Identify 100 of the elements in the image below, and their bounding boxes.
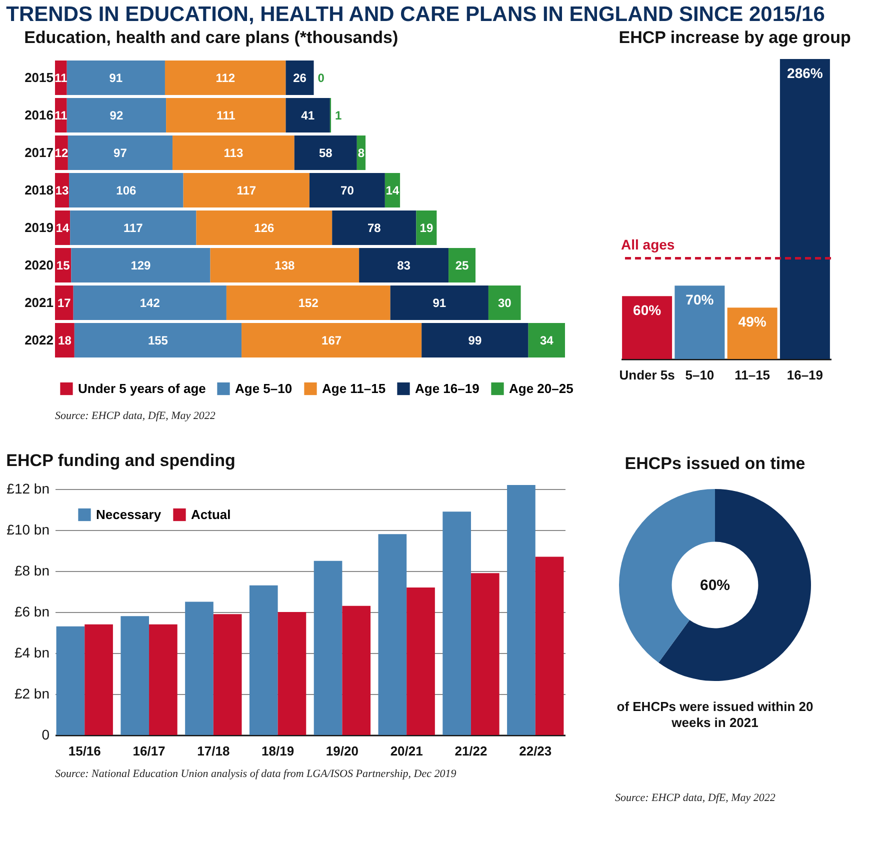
chart-title: EHCP increase by age group [618,28,851,47]
bar [74,323,242,358]
x-tick-label: 16–19 [786,368,824,382]
legend-label: Age 20–25 [509,380,574,396]
data-label: 97 [114,146,128,160]
data-label: 113 [224,146,244,160]
data-label: 112 [216,70,236,85]
y-tick-label: £12 bn [6,480,50,497]
bar [378,534,407,735]
data-label: 18 [58,333,72,348]
data-label: 0 [318,70,325,85]
data-label: 1 [335,108,342,122]
chart-title: EHCP funding and spending [6,451,236,470]
x-tick-label: 17/18 [197,744,230,758]
legend-label: Actual [191,506,231,522]
data-label: 106 [116,183,136,198]
y-tick-label: 2022 [24,332,54,348]
data-label: 92 [110,108,124,122]
data-label: 30 [498,296,512,310]
x-tick-label: 5–10 [685,368,714,382]
bar [488,286,521,320]
y-tick-label: 2021 [24,294,54,310]
bar [66,60,165,95]
bar [226,286,390,320]
data-label: 286% [787,65,824,81]
data-label: 25 [455,258,470,272]
y-tick-label: 2018 [24,182,54,198]
data-label: 117 [123,220,144,235]
bar [55,323,74,358]
bar [448,248,476,282]
legend-label: Necessary [96,506,162,522]
source-note: Source: National Education Union analysis of data from LGA/ISOS Partnership, Dec 2019 [55,768,457,780]
data-label: 111 [216,108,236,122]
x-tick-label: 11–15 [734,368,770,382]
bar [249,585,278,735]
bar [242,323,422,358]
bar [120,616,150,735]
bar [359,248,449,282]
data-label: 49% [738,314,767,330]
data-label: 152 [298,296,319,310]
donut-slice [658,489,811,681]
bar [780,59,830,359]
data-label: 142 [140,296,160,310]
bar [73,286,226,320]
data-label: 91 [432,296,446,310]
bar [294,136,357,170]
x-tick-label: 16/17 [132,744,166,758]
bar [68,136,173,170]
bar [172,136,294,170]
chart-subtitle: Education, health and care plans (*thousands) [24,28,398,47]
data-label: 11 [54,108,68,122]
x-tick-label: 22/23 [519,744,552,758]
data-label: 41 [301,108,315,122]
source-note: Source: EHCP data, DfE, May 2022 [55,410,216,422]
bar [183,173,310,208]
data-label: 138 [274,258,295,272]
bar [406,587,435,735]
bar [196,210,332,245]
data-label: 26 [293,70,307,85]
x-tick-label: 18/19 [262,744,294,758]
y-tick-label: £2 bn [14,686,50,702]
data-label: 12 [54,146,68,160]
y-tick-label: 2019 [24,220,54,235]
bar [416,210,437,245]
bar [528,323,565,358]
bar [84,624,113,735]
legend-label: Under 5 years of age [78,380,206,396]
legend-label: Age 5–10 [235,380,292,396]
y-tick-label: £4 bn [14,644,50,661]
data-label: 15 [56,258,70,272]
data-label: 70 [340,183,354,198]
data-label: 11 [54,70,68,85]
data-label: 155 [148,333,168,348]
bar [622,296,672,359]
bar [332,210,416,245]
data-label: 8 [358,146,365,160]
data-label: 126 [254,220,275,235]
bar [185,602,214,735]
bar [535,556,564,735]
bar [727,308,778,359]
x-tick-label: 19/20 [326,744,358,758]
y-tick-label: 0 [42,726,50,742]
bar [342,606,371,735]
chart-title: TRENDS IN EDUCATION, HEALTH AND CARE PLANS IN ENGLAND SINCE 2015/16 [6,3,825,26]
data-label: 117 [236,183,256,198]
y-tick-label: 2016 [24,107,54,122]
bar [470,573,500,735]
legend-label: Age 11–15 [322,380,386,396]
bar [66,98,166,132]
data-label: 78 [367,220,382,235]
bar [286,60,314,95]
ref-line-label: All ages [621,236,675,252]
data-label: 129 [130,258,152,272]
bar [390,286,488,320]
bar [314,560,342,735]
data-label: 58 [318,146,333,160]
bar [286,98,330,132]
x-tick-label: 20/21 [390,744,423,758]
data-label: 13 [55,183,70,198]
x-tick-label: 15/16 [68,744,101,758]
